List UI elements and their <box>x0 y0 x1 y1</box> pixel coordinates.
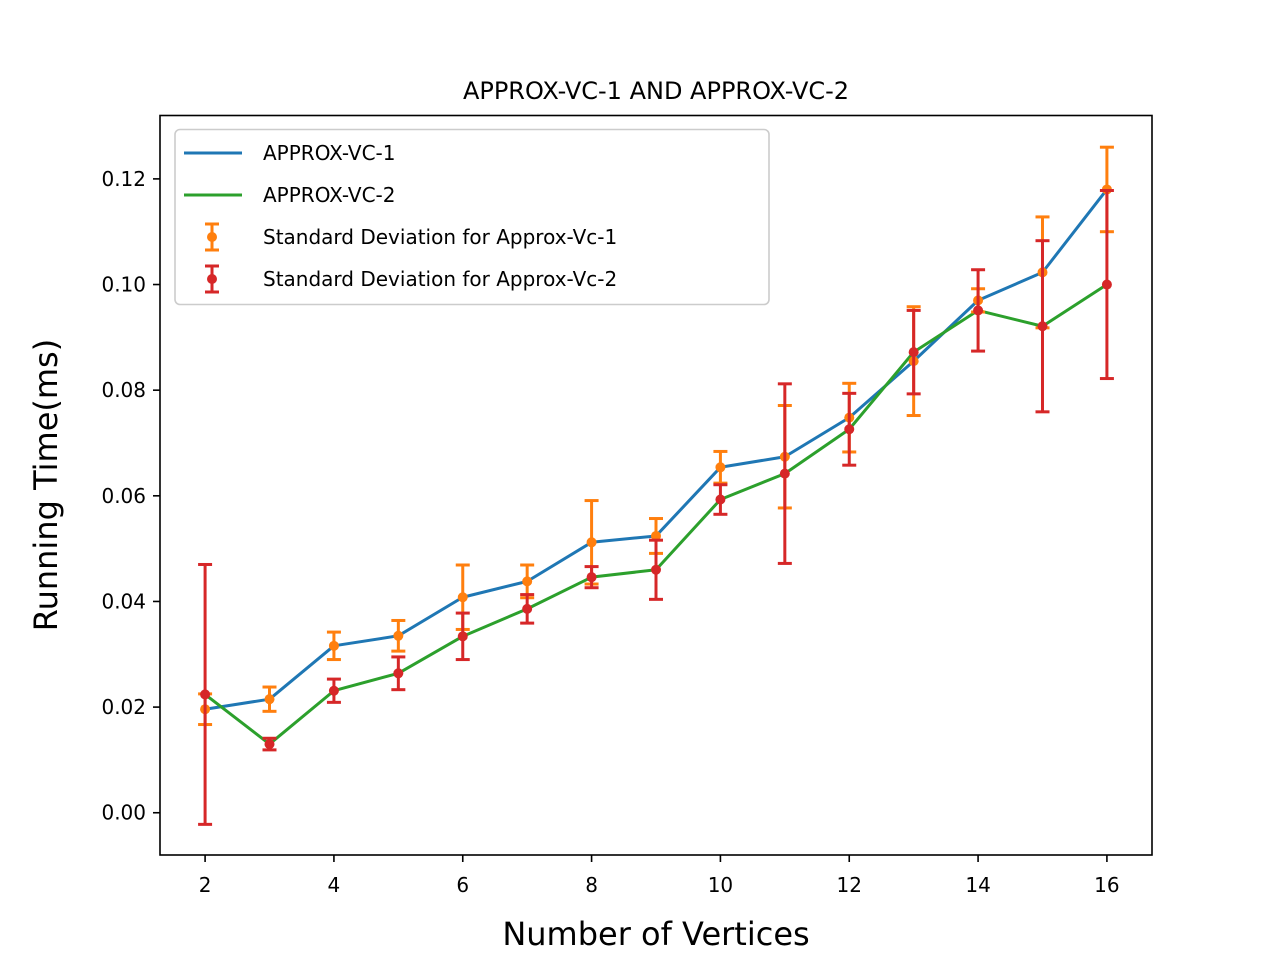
data-point <box>328 685 339 696</box>
legend-label: APPROX-VC-1 <box>263 141 396 165</box>
legend-label: Standard Deviation for Approx-Vc-2 <box>263 267 617 291</box>
data-point <box>1101 279 1112 290</box>
data-point <box>522 603 533 614</box>
y-tick-label: 0.02 <box>101 695 146 719</box>
data-point <box>200 689 211 700</box>
plot-frame <box>159 114 1153 856</box>
y-tick-label: 0.00 <box>101 801 146 825</box>
errorbar-series-2 <box>198 189 1114 826</box>
legend-frame <box>174 128 770 306</box>
y-tick-label: 0.06 <box>101 484 146 508</box>
data-point <box>457 592 468 603</box>
x-tick-label: 12 <box>837 873 862 897</box>
chart-title: APPROX-VC-1 AND APPROX-VC-2 <box>463 77 849 105</box>
y-axis-label: Running Time(ms) <box>27 339 65 631</box>
x-tick-label: 4 <box>328 873 341 897</box>
y-tick-label: 0.08 <box>101 378 146 402</box>
legend-label: Standard Deviation for Approx-Vc-1 <box>263 225 617 249</box>
data-point <box>779 468 790 479</box>
data-point <box>651 530 661 541</box>
x-axis-label: Number of Vertices <box>502 915 809 953</box>
data-point <box>393 630 404 641</box>
legend-label: APPROX-VC-2 <box>263 183 396 207</box>
y-tick-label: 0.10 <box>101 273 146 297</box>
legend-marker <box>207 232 217 242</box>
plot-area <box>198 145 1114 826</box>
legend: APPROX-VC-1 APPROX-VC-2 Standard Deviation… <box>174 128 770 306</box>
data-point <box>393 668 404 679</box>
data-point <box>457 631 468 642</box>
x-axis: 2 4 6 8 10 12 14 16 <box>199 855 1120 897</box>
data-point <box>973 305 984 316</box>
data-point <box>908 347 919 358</box>
data-point <box>651 564 661 575</box>
y-axis: 0.00 0.02 0.04 0.06 0.08 0.10 0.12 <box>101 167 160 825</box>
x-tick-label: 8 <box>585 873 598 897</box>
data-point <box>264 739 275 750</box>
legend-marker <box>207 274 217 284</box>
y-tick-label: 0.04 <box>101 589 146 613</box>
x-tick-label: 16 <box>1094 873 1119 897</box>
y-tick-label: 0.12 <box>101 167 146 191</box>
data-point <box>715 462 726 473</box>
x-tick-label: 14 <box>965 873 990 897</box>
data-point <box>522 576 533 587</box>
x-tick-label: 10 <box>708 873 733 897</box>
x-tick-label: 6 <box>456 873 469 897</box>
x-tick-label: 2 <box>199 873 212 897</box>
data-point <box>586 537 597 548</box>
data-point <box>844 424 855 435</box>
data-point <box>586 572 597 583</box>
data-point <box>715 494 726 505</box>
data-point <box>264 694 275 705</box>
data-point <box>328 640 339 651</box>
data-point <box>1037 321 1048 332</box>
